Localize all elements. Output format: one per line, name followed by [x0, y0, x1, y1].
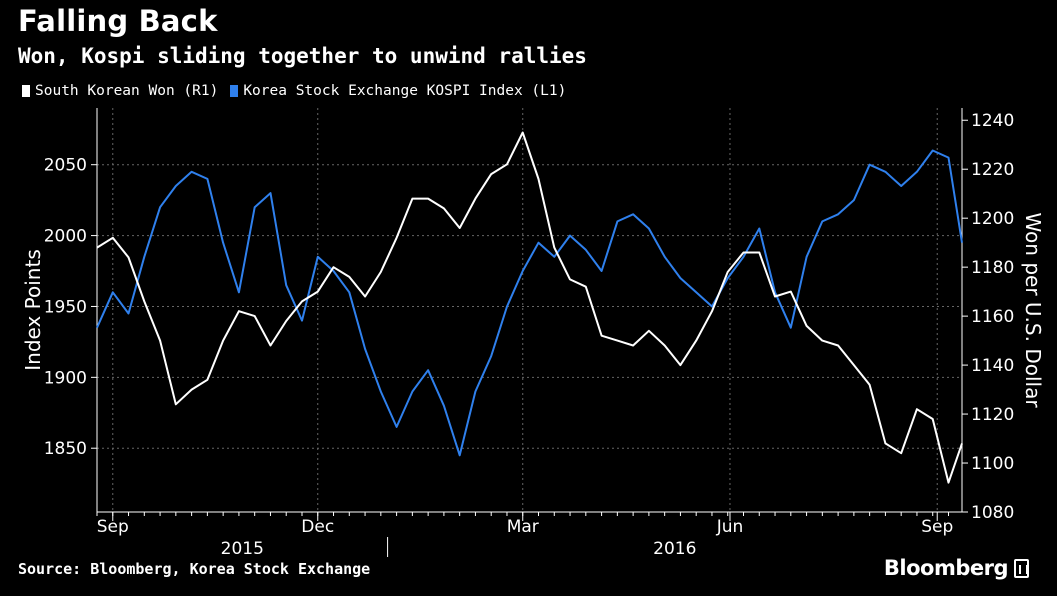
right-tick-label: 1160	[971, 307, 1014, 327]
right-axis-title: Won per U.S. Dollar	[1021, 212, 1045, 408]
right-tick-label: 1120	[971, 405, 1014, 425]
left-axis-title: Index Points	[21, 249, 45, 371]
left-tick-label: 2050	[44, 156, 87, 176]
right-tick-label: 1180	[971, 258, 1014, 278]
series-line-won	[96, 131, 963, 484]
right-tick-label: 1140	[971, 356, 1014, 376]
left-tick-label: 1850	[44, 439, 87, 459]
left-tick-label: 1900	[44, 368, 87, 388]
legend-item-won: South Korean Won (R1)	[22, 83, 218, 99]
source-note: Source: Bloomberg, Korea Stock Exchange	[18, 560, 371, 578]
legend-swatch-won	[22, 85, 30, 97]
chart-title: Falling Back	[18, 4, 218, 38]
legend-swatch-kospi	[230, 85, 239, 97]
x-tick-label: Dec	[301, 517, 334, 537]
legend: South Korean Won (R1) Korea Stock Exchan…	[22, 83, 566, 99]
legend-label-kospi: Korea Stock Exchange KOSPI Index (L1)	[243, 83, 567, 99]
right-tick-label: 1240	[971, 111, 1014, 131]
chart-subtitle: Won, Kospi sliding together to unwind ra…	[18, 44, 587, 68]
brand-name: Bloomberg	[883, 556, 1009, 580]
left-tick-label: 2000	[44, 227, 87, 247]
brand-logo: Bloomberg	[884, 556, 1029, 580]
x-tick-label: Sep	[921, 517, 953, 537]
right-tick-label: 1080	[971, 503, 1014, 523]
year-label-2016: 2016	[653, 539, 696, 559]
series-line-kospi	[96, 149, 963, 457]
legend-item-kospi: Korea Stock Exchange KOSPI Index (L1)	[230, 83, 566, 99]
x-tick-label: Mar	[507, 517, 539, 537]
right-tick-label: 1200	[971, 209, 1014, 229]
bloomberg-logo-icon	[1014, 558, 1029, 578]
legend-label-won: South Korean Won (R1)	[35, 83, 219, 99]
left-tick-label: 1950	[44, 297, 87, 317]
right-tick-label: 1220	[971, 160, 1014, 180]
x-tick-label: Jun	[716, 517, 744, 537]
right-tick-label: 1100	[971, 454, 1014, 474]
year-label-2015: 2015	[221, 539, 264, 559]
x-tick-label: Sep	[97, 517, 129, 537]
